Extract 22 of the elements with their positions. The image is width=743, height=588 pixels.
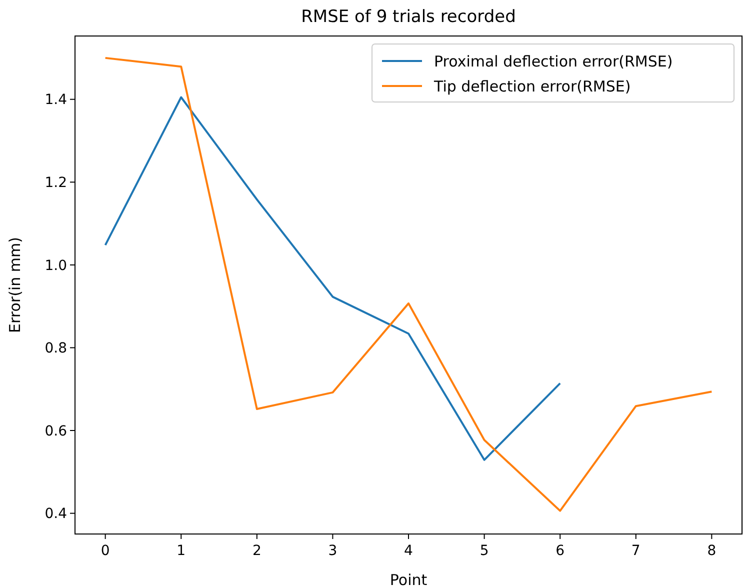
x-axis-title: Point (390, 571, 428, 588)
x-tick-label: 0 (100, 543, 110, 559)
chart-title: RMSE of 9 trials recorded (301, 7, 516, 27)
x-tick-label: 5 (480, 543, 489, 559)
y-tick-label: 0.6 (44, 423, 68, 440)
x-tick-label: 6 (556, 543, 565, 559)
x-tick-label: 7 (631, 543, 640, 559)
line-series (104, 56, 713, 512)
x-tick-label: 4 (404, 543, 414, 559)
legend-label: Tip deflection error(RMSE) (433, 77, 631, 96)
x-tick-label: 1 (176, 543, 186, 559)
y-tick-label: 0.8 (44, 340, 67, 357)
y-tick-label: 1.0 (44, 258, 67, 274)
y-axis-title: Error(in mm) (6, 237, 24, 333)
y-tick-label: 1.4 (44, 92, 68, 108)
x-tick-label: 8 (707, 543, 716, 559)
x-tick-label: 2 (252, 543, 262, 559)
line-series (104, 96, 562, 461)
y-tick-label: 0.4 (44, 506, 68, 522)
y-tick-label: 1.2 (44, 175, 67, 192)
legend-label: Proximal deflection error(RMSE) (434, 52, 673, 70)
x-tick-label: 3 (328, 543, 338, 559)
